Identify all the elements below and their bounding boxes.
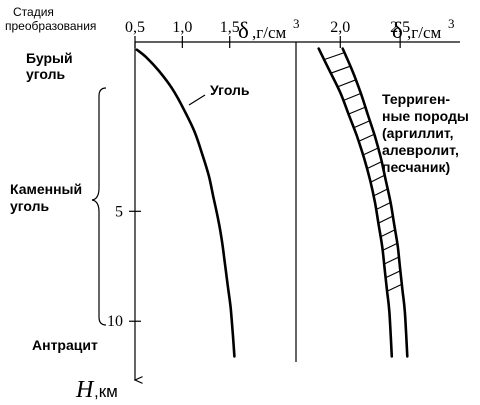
- hatch-line-2: [337, 79, 356, 88]
- rock-band-lower-boundary: [317, 47, 394, 358]
- x-tick-label-left-2: 1,5: [220, 19, 240, 36]
- hatch-line-16: [385, 270, 401, 279]
- hatch-line-10: [373, 188, 388, 197]
- stage-label-anthracite: Антрацит: [32, 337, 98, 353]
- hatch-line-17: [386, 283, 403, 292]
- rock-label-line-1: Терриген-: [382, 91, 450, 107]
- hatch-line-6: [358, 133, 375, 142]
- x-unit-right-superscript: 3: [448, 16, 455, 31]
- hatch-line-14: [382, 242, 398, 251]
- coal-curve-label: Уголь: [210, 82, 250, 98]
- rock-label-line-2: ные породы: [382, 108, 469, 124]
- hatch-line-7: [362, 147, 379, 156]
- y-axis-label-symbol: H: [75, 377, 95, 403]
- rock-label-line-4: алевролит,: [382, 142, 459, 158]
- x-tick-label-right-0: 2,0: [330, 19, 350, 36]
- hard-coal-range-brace: [91, 87, 107, 326]
- rock-label: Терриген- ные породы (аргиллит, алевроли…: [382, 91, 469, 175]
- hatch-line-11: [375, 202, 391, 210]
- hatch-line-0: [323, 52, 345, 61]
- rock-label-line-3: (аргиллит,: [382, 125, 454, 141]
- rock-label-line-5: песчаник): [382, 159, 450, 175]
- coal-density-panel: 0,5 1,0 1,5 5 10 δ ,г/см 3 Уголь H ,км: [75, 16, 300, 403]
- x-unit-right-symbol: δ: [392, 18, 403, 43]
- rock-density-panel: 2,0 2,5 δ ,г/см 3 Терриген- ные породы (а…: [295, 16, 469, 362]
- x-unit-left-symbol: δ: [238, 18, 249, 43]
- y-axis-label-unit: ,км: [94, 382, 118, 401]
- rock-band-upper-boundary: [341, 47, 409, 358]
- stage-axis-title-line-1: Стадия: [13, 5, 54, 19]
- rock-band-hatching: [323, 52, 403, 292]
- hatch-line-9: [370, 174, 385, 183]
- stage-label-hard-coal-line-2: уголь: [10, 198, 50, 214]
- x-ticks-left: 0,5 1,0 1,5: [125, 19, 240, 48]
- x-unit-left-superscript: 3: [293, 16, 300, 31]
- hatch-line-3: [343, 92, 362, 102]
- y-tick-label-1: 10: [107, 313, 123, 330]
- hatch-line-5: [353, 120, 371, 129]
- x-ticks-right: 2,0 2,5: [330, 19, 410, 48]
- hatch-line-12: [378, 215, 394, 224]
- hatch-line-15: [383, 256, 400, 265]
- hatch-line-8: [366, 161, 382, 170]
- x-unit-left-text: ,г/см: [252, 23, 286, 42]
- x-unit-left: δ ,г/см 3: [238, 16, 300, 43]
- x-tick-label-right-1: 2,5: [390, 19, 410, 36]
- stage-label-brown-coal-line-2: уголь: [26, 66, 66, 82]
- hatch-line-4: [348, 106, 366, 115]
- hatch-line-13: [380, 229, 396, 238]
- x-unit-right: δ ,г/см 3: [392, 16, 455, 43]
- x-unit-right-text: ,г/см: [407, 23, 441, 42]
- x-tick-label-left-1: 1,0: [172, 19, 192, 36]
- stage-label-brown-coal-line-1: Бурый: [26, 50, 73, 66]
- x-tick-label-left-0: 0,5: [125, 19, 145, 36]
- coal-curve-label-leader: [188, 94, 206, 106]
- y-ticks: 5 10: [107, 203, 141, 330]
- stage-label-hard-coal-line-1: Каменный: [10, 181, 82, 197]
- y-tick-label-0: 5: [115, 203, 123, 220]
- stage-axis-title-line-2: преобразования: [5, 19, 96, 33]
- coal-density-curve: [135, 48, 236, 358]
- hatch-line-1: [330, 65, 351, 74]
- stage-axis: Стадия преобразования Бурый уголь Каменн…: [5, 5, 107, 353]
- y-axis-label: H ,км: [75, 377, 118, 403]
